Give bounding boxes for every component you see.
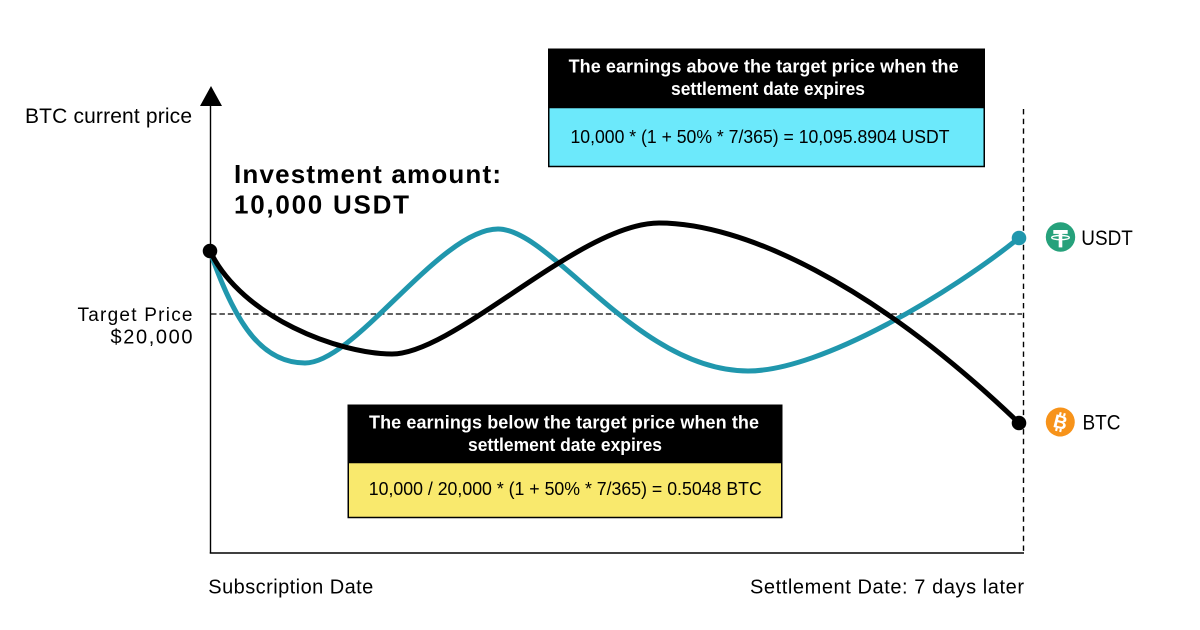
- svg-text:The earnings above the target: The earnings above the target price when…: [569, 57, 959, 77]
- svg-text:BTC current price: BTC current price: [25, 105, 192, 128]
- svg-text:Target Price: Target Price: [78, 305, 193, 326]
- svg-text:10,000 * (1 + 50% * 7/365) = 1: 10,000 * (1 + 50% * 7/365) = 10,095.8904…: [571, 127, 950, 147]
- svg-text:10,000 / 20,000 * (1 + 50% * 7: 10,000 / 20,000 * (1 + 50% * 7/365) = 0.…: [369, 479, 762, 499]
- svg-text:settlement date expires: settlement date expires: [468, 435, 662, 455]
- svg-text:settlement date expires: settlement date expires: [671, 79, 865, 99]
- svg-text:Settlement Date: 7 days later: Settlement Date: 7 days later: [750, 577, 1024, 599]
- svg-text:The earnings below the target: The earnings below the target price when…: [369, 413, 759, 433]
- svg-text:10,000 USDT: 10,000 USDT: [234, 190, 409, 220]
- svg-text:$20,000: $20,000: [111, 327, 193, 349]
- svg-text:USDT: USDT: [1081, 227, 1133, 250]
- svg-text:BTC: BTC: [1083, 412, 1121, 435]
- svg-text:Subscription Date: Subscription Date: [208, 577, 373, 599]
- svg-text:Investment amount:: Investment amount:: [234, 159, 501, 189]
